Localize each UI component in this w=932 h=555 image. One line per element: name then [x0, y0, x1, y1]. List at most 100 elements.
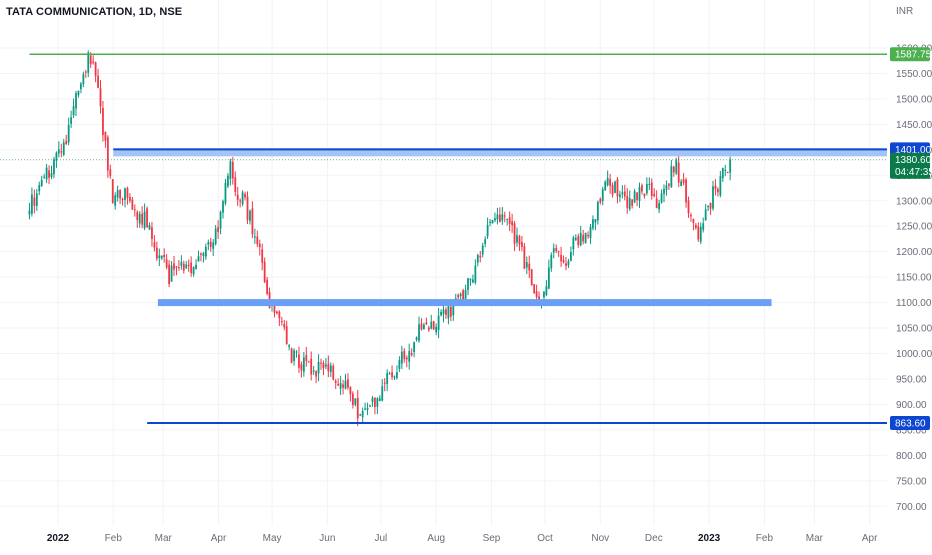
candle-up — [486, 217, 489, 239]
candle-down — [290, 347, 293, 364]
candle-body — [442, 309, 445, 315]
candle-up — [329, 362, 332, 377]
candle-body — [476, 254, 479, 263]
candle-body — [521, 242, 523, 247]
candle-body — [209, 241, 212, 247]
candle-body — [726, 172, 729, 174]
candle-body — [325, 364, 327, 367]
candle-up — [207, 239, 210, 251]
candle-up — [663, 184, 665, 203]
candle-down — [334, 378, 337, 390]
candle-down — [425, 317, 428, 326]
candle-body — [516, 235, 518, 243]
candle-body — [165, 259, 168, 268]
candle-down — [94, 61, 97, 83]
candle-up — [614, 180, 616, 194]
candle-body — [43, 176, 46, 178]
candle-down — [332, 363, 335, 381]
candle-down — [694, 222, 697, 230]
candle-down — [298, 346, 300, 373]
candle-down — [209, 237, 212, 252]
candle-body — [628, 197, 631, 210]
chart-title: TATA COMMUNICATION, 1D, NSE — [6, 6, 183, 18]
candle-up — [359, 413, 362, 416]
candle-body — [129, 196, 131, 201]
candle-up — [302, 352, 305, 377]
level-price-tag: 1587.75 — [890, 47, 932, 62]
candle-up — [645, 177, 648, 196]
candle-up — [604, 180, 607, 191]
candle-body — [457, 294, 460, 298]
candle-body — [116, 190, 119, 198]
candle-body — [200, 253, 202, 255]
candle-body — [121, 198, 124, 200]
candle-up — [53, 156, 55, 179]
candle-up — [440, 309, 442, 317]
candle-up — [70, 110, 73, 128]
candle-up — [393, 375, 396, 380]
candle-body — [143, 211, 146, 229]
candle-down — [611, 182, 614, 198]
candle-up — [501, 207, 504, 225]
candle-down — [155, 241, 158, 261]
candle-body — [327, 363, 330, 372]
candle-body — [694, 224, 697, 228]
candle-body — [582, 235, 585, 242]
candle-body — [567, 261, 570, 266]
candle-down — [587, 231, 589, 239]
candle-down — [383, 378, 386, 392]
candle-body — [418, 324, 420, 341]
candle-body — [119, 189, 122, 199]
candle-body — [447, 305, 450, 319]
candle-body — [645, 184, 648, 194]
candle-body — [190, 262, 193, 274]
candle-up — [729, 156, 732, 181]
candle-body — [317, 361, 320, 374]
candle-down — [126, 186, 129, 205]
candle-down — [266, 277, 269, 296]
candle-body — [307, 361, 310, 363]
candle-body — [729, 159, 732, 173]
candle-body — [320, 362, 322, 364]
candle-up — [712, 180, 714, 211]
candle-down — [405, 355, 408, 368]
candle-body — [38, 185, 41, 192]
candle-body — [195, 264, 197, 270]
candle-down — [668, 183, 670, 191]
candle-body — [256, 236, 259, 245]
candle-down — [641, 183, 643, 195]
candle-down — [636, 191, 638, 207]
candle-up — [369, 404, 371, 408]
candle-up — [660, 189, 663, 204]
level-tag-bg — [890, 415, 930, 430]
candle-up — [325, 358, 327, 370]
candle-down — [151, 221, 153, 247]
candle-down — [726, 171, 729, 174]
candle-down — [256, 230, 259, 248]
candle-down — [111, 179, 114, 204]
candle-down — [535, 284, 538, 300]
candle-body — [283, 323, 286, 328]
candle-body — [339, 383, 342, 389]
candle-body — [80, 83, 82, 90]
candle-up — [496, 207, 499, 225]
candle-body — [623, 191, 626, 197]
candle-body — [28, 210, 31, 215]
candle-down — [498, 207, 501, 223]
candle-body — [565, 263, 567, 266]
candle-body — [87, 52, 90, 73]
candle-up — [62, 138, 65, 157]
candle-down — [84, 69, 87, 78]
candle-down — [92, 55, 95, 65]
candle-up — [435, 323, 438, 336]
candle-body — [437, 315, 440, 331]
candle-body — [709, 202, 712, 209]
candle-down — [513, 220, 516, 252]
candle-body — [498, 214, 501, 223]
x-tick-label: Mar — [155, 533, 173, 544]
candle-down — [582, 229, 585, 245]
candle-body — [587, 234, 589, 237]
candle-body — [650, 182, 653, 197]
candle-up — [704, 203, 707, 221]
